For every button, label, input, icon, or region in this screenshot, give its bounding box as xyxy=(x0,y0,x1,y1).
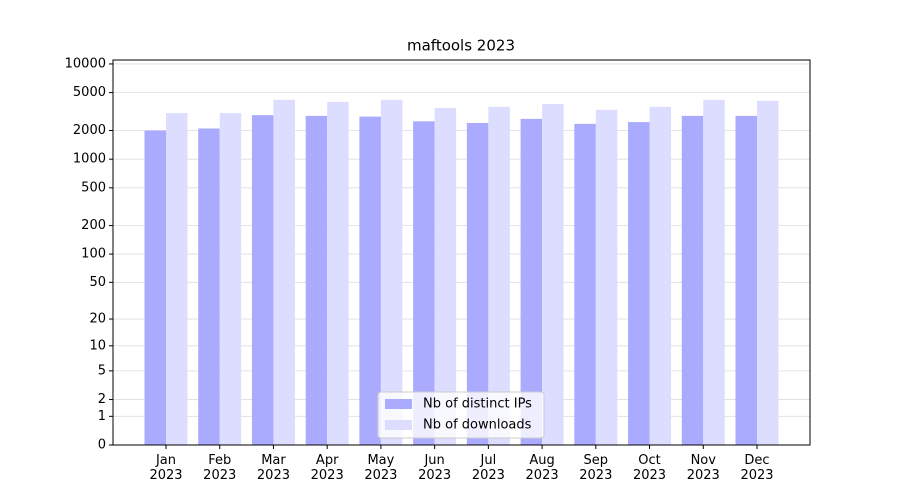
bar xyxy=(757,100,779,446)
y-tick-label: 10 xyxy=(89,338,106,353)
x-tick-label: Oct 2023 xyxy=(632,453,667,483)
bar xyxy=(488,106,510,446)
y-tick-label: 5 xyxy=(98,363,106,378)
x-tick-label: Jul 2023 xyxy=(471,453,505,483)
plot-frame xyxy=(112,59,811,446)
bar xyxy=(434,107,457,445)
y-tick-label: 10000 xyxy=(65,56,106,71)
y-tick-label: 1000 xyxy=(73,152,106,167)
bar xyxy=(305,115,328,445)
x-tick-label: Jan 2023 xyxy=(149,453,183,483)
y-tick-label: 100 xyxy=(81,247,106,262)
y-tick-label: 500 xyxy=(81,180,106,195)
y-tick-label: 2000 xyxy=(73,123,106,138)
y-tick-label: 2 xyxy=(98,392,106,407)
x-tick-label: Mar 2023 xyxy=(256,453,290,483)
x-tick-label: May 2023 xyxy=(364,453,398,483)
x-tick-label: Dec 2023 xyxy=(740,453,774,483)
x-tick-label: Feb 2023 xyxy=(203,453,237,483)
y-tick-label: 20 xyxy=(89,312,106,327)
x-tick-label: Nov 2023 xyxy=(686,453,720,483)
y-tick-label: 50 xyxy=(89,275,106,290)
bar xyxy=(327,101,349,446)
x-tick-label: Sep 2023 xyxy=(579,453,613,483)
chart-title: maftools 2023 xyxy=(407,37,515,55)
bar xyxy=(703,99,725,446)
legend-swatch xyxy=(385,420,412,430)
x-tick-label: Apr 2023 xyxy=(310,453,344,483)
bar xyxy=(466,122,489,445)
bar xyxy=(380,99,403,446)
bar xyxy=(273,99,295,446)
bar xyxy=(681,115,704,445)
x-tick-label: Aug 2023 xyxy=(525,453,559,483)
bar xyxy=(198,128,220,445)
legend-label: Nb of downloads xyxy=(423,418,532,433)
bar xyxy=(166,113,188,446)
legend-label: Nb of distinct IPs xyxy=(423,397,532,412)
bar xyxy=(542,103,564,446)
y-tick-label: 200 xyxy=(81,218,106,233)
y-tick-label: 0 xyxy=(98,438,106,453)
bar xyxy=(413,121,435,446)
bar xyxy=(219,113,242,446)
bar xyxy=(595,109,618,445)
bar xyxy=(144,130,166,445)
legend-box xyxy=(377,391,545,439)
bar xyxy=(628,122,650,445)
bar xyxy=(251,115,274,445)
bar xyxy=(359,116,381,445)
bar xyxy=(649,106,672,446)
bar xyxy=(735,115,757,445)
bar xyxy=(520,118,543,446)
y-tick-label: 1 xyxy=(98,409,106,424)
y-tick-label: 5000 xyxy=(73,85,106,100)
bar xyxy=(574,123,596,445)
legend-swatch xyxy=(385,399,412,409)
x-tick-label: Jun 2023 xyxy=(418,453,452,483)
